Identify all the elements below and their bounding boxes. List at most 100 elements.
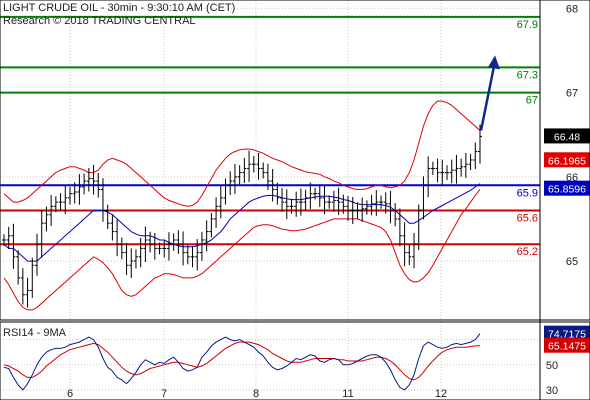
x-tick-label: 11 <box>342 388 353 400</box>
ohlc-bar <box>96 172 101 198</box>
ohlc-bar <box>459 158 464 177</box>
level-lines: 67.9 67.3 67 65.9 65.6 65.2 <box>0 15 540 258</box>
rsi-title: RSI14 - 9MA <box>3 327 66 339</box>
ohlc-bar <box>67 187 72 205</box>
ohlc-bar <box>261 162 266 179</box>
ohlc-bar <box>214 197 219 228</box>
ohlc-bar <box>355 202 360 219</box>
ohlc-bar <box>91 164 96 195</box>
ohlc-bar <box>383 192 388 214</box>
ohlc-bar <box>426 156 431 198</box>
ohlc-bar <box>157 242 162 255</box>
level-label-resistance: 67.9 <box>517 19 538 31</box>
bollinger-lower-line <box>3 189 481 311</box>
rsi-lines <box>3 333 481 391</box>
ohlc-bar <box>30 257 35 298</box>
ohlc-bar <box>265 163 270 191</box>
x-tick-label: 8 <box>253 388 259 400</box>
ohlc-bar <box>190 246 195 268</box>
ohlc-bar <box>341 194 346 214</box>
ohlc-bar <box>294 191 299 217</box>
ohlc-bar <box>407 244 412 266</box>
ohlc-bar <box>360 197 365 222</box>
ohlc-bar <box>445 165 450 181</box>
ohlc-bar <box>473 142 478 169</box>
ohlc-bar <box>449 159 454 184</box>
moving-average-line <box>3 183 481 262</box>
ohlc-bar <box>39 209 44 258</box>
ohlc-bar <box>129 248 134 279</box>
price-tag: 66.48 <box>554 131 580 143</box>
ohlc-bar <box>148 231 153 253</box>
ohlc-bar <box>25 277 30 308</box>
price-axis-label: 65 <box>566 256 578 268</box>
rsi-ma-line <box>3 341 481 381</box>
x-tick-label: 7 <box>161 388 167 400</box>
ohlc-bar <box>284 189 289 220</box>
ohlc-bar <box>143 226 148 262</box>
ohlc-bar <box>322 185 327 215</box>
ohlc-bar <box>303 189 308 211</box>
ohlc-bar <box>270 169 275 202</box>
ohlc-bar <box>308 182 313 210</box>
ohlc-bar <box>115 219 120 257</box>
ohlc-bar <box>364 200 369 215</box>
ohlc-bar <box>162 239 167 258</box>
ohlc-bar <box>181 231 186 266</box>
ohlc-bar <box>454 154 459 184</box>
ohlc-bar <box>218 185 223 219</box>
ohlc-bar <box>468 154 473 171</box>
ohlc-bar <box>242 157 247 184</box>
ohlc-bar <box>86 168 91 192</box>
ohlc-bar <box>251 156 256 173</box>
ohlc-bar <box>331 190 336 212</box>
ohlc-bar <box>275 182 280 205</box>
ohlc-bar <box>416 204 421 251</box>
ohlc-bar <box>369 194 374 216</box>
ohlc-bar <box>388 191 393 224</box>
level-label-resistance: 67.3 <box>517 69 538 81</box>
ohlc-bar <box>228 171 233 195</box>
ohlc-bar <box>110 214 115 241</box>
ohlc-bar <box>34 233 39 276</box>
ohlc-bar <box>350 196 355 225</box>
ohlc-bar <box>346 195 351 222</box>
rsi-tag-box <box>544 337 590 353</box>
chart-subtitle: Research © 2018 TRADING CENTRAL <box>3 15 196 27</box>
forecast-arrow-head <box>488 55 500 70</box>
ohlc-bar <box>44 206 49 232</box>
ohlc-bar <box>152 232 157 260</box>
ohlc-bar <box>256 152 261 180</box>
ohlc-bar <box>100 178 105 222</box>
ohlc-bar <box>133 249 138 269</box>
ohlc-bar <box>6 226 11 249</box>
rsi-tag-box <box>544 325 590 341</box>
level-label-pivot: 65.9 <box>517 187 538 199</box>
moving-average-line <box>3 183 481 262</box>
ohlc-bar <box>440 159 445 186</box>
ohlc-bar <box>237 165 242 185</box>
ohlc-bar <box>313 187 318 200</box>
axis-labels: 678111268676665705030 <box>67 3 578 400</box>
rsi-axis-label: 30 <box>546 385 558 397</box>
ohlc-bar <box>199 231 204 261</box>
level-label-resistance: 67 <box>526 95 538 107</box>
ohlc-bar <box>204 220 209 252</box>
rsi-line <box>3 333 481 391</box>
ohlc-bar <box>435 158 440 183</box>
ohlc-bar <box>374 190 379 216</box>
rsi-axis-label: 50 <box>546 360 558 372</box>
ohlc-bar <box>298 188 303 216</box>
ohlc-bar <box>2 234 6 246</box>
ohlc-bar <box>402 222 407 267</box>
rsi-grid <box>0 322 540 400</box>
rsi-tag: 65.1475 <box>548 341 586 353</box>
ohlc-bar <box>53 196 58 213</box>
price-tag: 66.1965 <box>548 155 586 167</box>
ohlc-bar <box>124 242 129 275</box>
chart-title: LIGHT CRUDE OIL - 30min - 9:30:10 AM (CE… <box>3 2 236 14</box>
ohlc-bar <box>185 245 190 265</box>
price-tag: 65.8596 <box>548 184 586 196</box>
